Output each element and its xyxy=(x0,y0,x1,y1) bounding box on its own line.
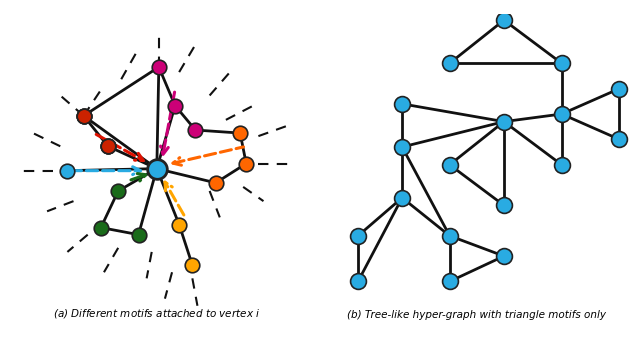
Point xyxy=(397,144,407,150)
Point xyxy=(79,113,89,119)
Point xyxy=(154,64,164,70)
Point xyxy=(557,111,567,117)
Point xyxy=(103,143,113,149)
Point xyxy=(353,233,363,239)
Point xyxy=(499,202,509,208)
Point xyxy=(96,225,106,230)
Point xyxy=(133,232,143,237)
Point xyxy=(397,195,407,201)
Point xyxy=(499,119,509,125)
Point xyxy=(79,113,89,119)
Point xyxy=(397,101,407,107)
Point xyxy=(445,233,455,239)
Point xyxy=(174,222,184,227)
Point xyxy=(170,103,180,109)
Point xyxy=(557,162,567,168)
Point xyxy=(103,143,113,149)
Point xyxy=(113,188,124,194)
Point xyxy=(353,279,363,284)
Point xyxy=(152,166,162,171)
Point xyxy=(445,60,455,66)
Point xyxy=(614,86,625,92)
Point xyxy=(241,161,252,166)
Point xyxy=(557,60,567,66)
Point xyxy=(445,162,455,168)
Text: (a) Different motifs attached to vertex $i$: (a) Different motifs attached to vertex … xyxy=(53,307,260,320)
Point xyxy=(79,113,89,119)
Point xyxy=(235,130,245,136)
Point xyxy=(614,137,625,142)
Point xyxy=(499,17,509,23)
Point xyxy=(499,253,509,259)
Point xyxy=(211,180,221,186)
Text: (b) Tree-like hyper-graph with triangle motifs only: (b) Tree-like hyper-graph with triangle … xyxy=(348,310,606,320)
Point xyxy=(190,127,200,133)
Point xyxy=(445,279,455,284)
Point xyxy=(188,262,198,268)
Point xyxy=(62,168,72,174)
Point xyxy=(103,143,113,149)
